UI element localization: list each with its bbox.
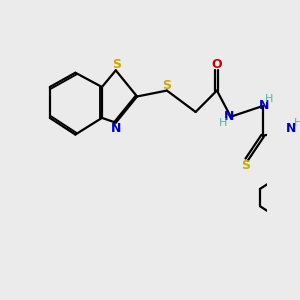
Text: N: N xyxy=(259,99,269,112)
Text: S: S xyxy=(241,159,250,172)
Text: S: S xyxy=(112,58,121,71)
Text: O: O xyxy=(212,58,222,71)
Text: H: H xyxy=(294,118,300,128)
Text: H: H xyxy=(219,118,227,128)
Text: N: N xyxy=(111,122,122,134)
Text: H: H xyxy=(265,94,274,104)
Text: N: N xyxy=(224,110,235,123)
Text: S: S xyxy=(162,79,171,92)
Text: N: N xyxy=(286,122,296,135)
